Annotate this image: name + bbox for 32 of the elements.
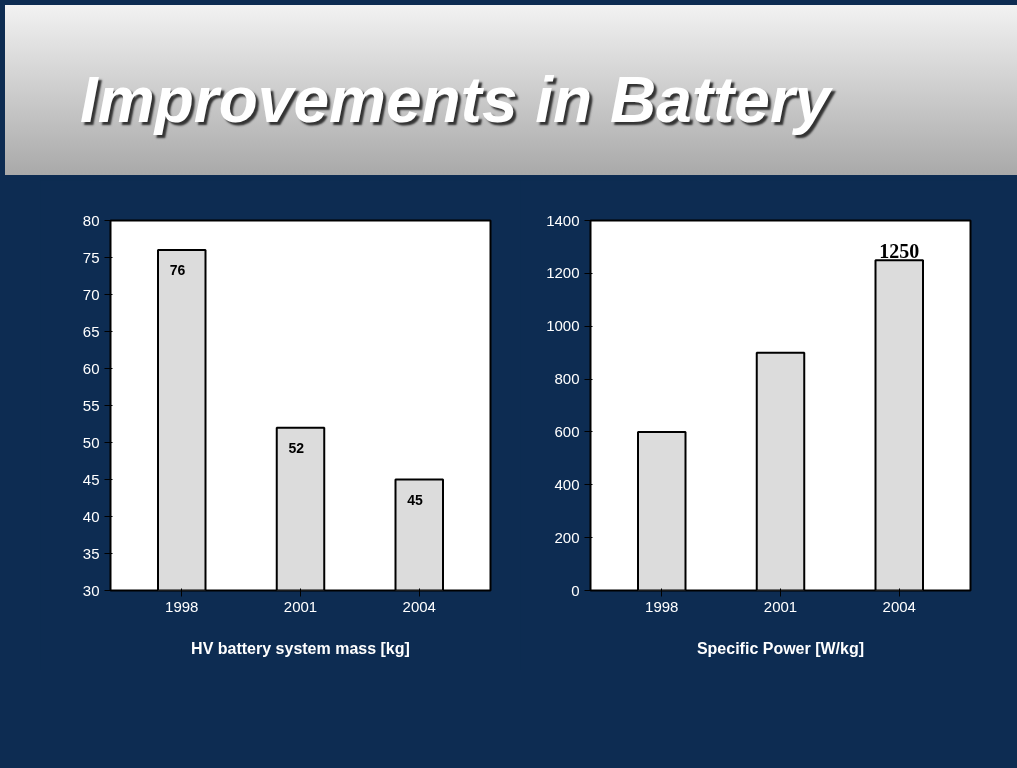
- x-axis-title: HV battery system mass [kg]: [191, 639, 410, 657]
- x-tick-label: 2004: [402, 597, 436, 615]
- x-tick-label: 2001: [763, 597, 798, 615]
- y-tick-label: 75: [82, 248, 100, 266]
- data-label: 45: [407, 491, 424, 508]
- y-tick-label: 600: [554, 422, 580, 440]
- data-label: 52: [288, 439, 305, 456]
- y-tick-label: 0: [571, 581, 580, 599]
- y-tick-label: 50: [82, 433, 100, 451]
- x-tick-label: 1998: [165, 597, 199, 615]
- y-tick-label: 200: [554, 528, 580, 546]
- x-axis-title: Specific Power [W/kg]: [696, 639, 865, 657]
- y-tick-label: 800: [554, 370, 580, 388]
- y-tick-label: 55: [82, 396, 100, 414]
- data-label: 1250: [879, 240, 920, 263]
- x-tick-label: 2004: [882, 597, 916, 615]
- y-tick-label: 60: [82, 359, 100, 377]
- y-tick-label: 65: [82, 322, 100, 340]
- data-label: 76: [169, 262, 186, 279]
- chart-title: Improvements in Battery: [80, 63, 831, 138]
- x-tick-label: 2001: [283, 597, 318, 615]
- y-tick-label: 1000: [546, 317, 580, 335]
- x-tick-label: 1998: [645, 597, 679, 615]
- y-tick-label: 80: [82, 211, 100, 229]
- y-tick-label: 45: [82, 470, 100, 488]
- y-tick-label: 70: [82, 285, 100, 303]
- y-tick-label: 400: [554, 475, 580, 493]
- y-tick-label: 35: [82, 544, 100, 562]
- y-tick-label: 40: [82, 507, 100, 525]
- y-tick-label: 30: [82, 581, 100, 599]
- y-tick-label: 1200: [546, 264, 580, 282]
- y-tick-label: 1400: [546, 211, 580, 229]
